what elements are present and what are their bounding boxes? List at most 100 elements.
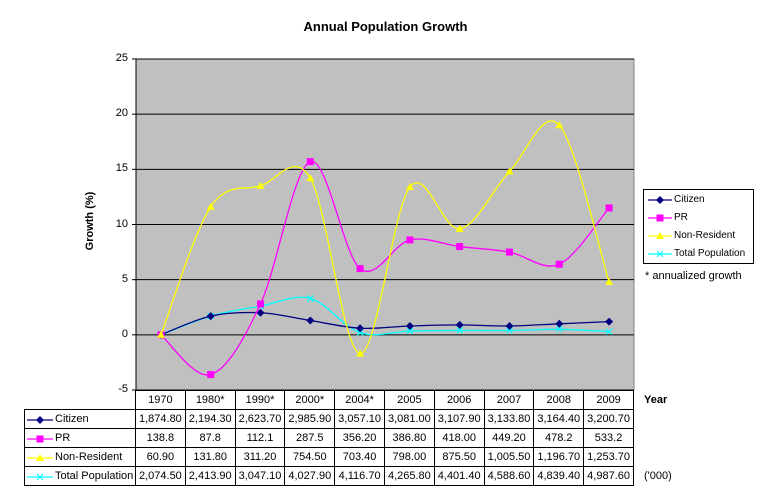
citizen-point (555, 319, 564, 328)
non-resident-point (256, 181, 265, 189)
row-header: Citizen (24, 409, 136, 429)
series-key-icon (27, 454, 53, 461)
pr-point (207, 371, 215, 379)
legend-swatch (648, 250, 672, 258)
citizen-point (256, 308, 265, 317)
total-population-point (456, 326, 464, 334)
category-label: 1990* (234, 390, 286, 410)
non-resident-point (505, 167, 514, 175)
legend-label: PR (674, 212, 688, 223)
table-cell: 311.20 (234, 447, 286, 467)
table-cell: 112.1 (234, 428, 286, 448)
table-cell: 754.50 (284, 447, 336, 467)
table-cell: 4,116.70 (334, 466, 385, 486)
x-axis-label: Year (644, 394, 668, 406)
total-population-point (306, 294, 314, 302)
legend-swatch (648, 232, 672, 239)
table-row: Total Population 2,074.50 2,413.90 3,047.10… (24, 466, 634, 486)
category-label: 1970 (135, 390, 186, 410)
chart-title: Annual Population Growth (303, 19, 468, 34)
table-cell: 3,200.70 (583, 409, 634, 429)
table-cell: 1,874.80 (135, 409, 186, 429)
table-cell: 87.8 (184, 428, 236, 448)
citizen-line (160, 311, 610, 336)
total-population-point (605, 328, 613, 335)
table-cell: 3,047.10 (234, 466, 286, 486)
table-cell: 3,133.80 (483, 409, 535, 429)
table-cell: 798.00 (383, 447, 435, 467)
category-label: 2006 (433, 390, 485, 410)
legend-swatch (648, 196, 672, 204)
non-resident-point (306, 174, 315, 182)
table-cell: 2,074.50 (135, 466, 186, 486)
category-label: 2004* (334, 390, 385, 410)
table-cell: 3,107.90 (433, 409, 485, 429)
table-cell: 4,027.90 (284, 466, 336, 486)
legend-item: PR (644, 209, 753, 226)
table-cell: 4,401.40 (433, 466, 485, 486)
table-cell: 1,253.70 (583, 447, 634, 467)
table-header-row: 1970 1980* 1990* 2000* 2004* 2005 2006 2007 2008… (24, 390, 634, 410)
pr-point (506, 248, 513, 256)
unit-note: ('000) (644, 470, 672, 482)
table-cell: 131.80 (184, 447, 236, 467)
table-cell: 2,194.30 (184, 409, 236, 429)
series-key-icon (27, 435, 53, 443)
table-cell: 3,081.00 (383, 409, 435, 429)
row-header: PR (24, 428, 136, 448)
citizen-point (356, 324, 365, 333)
legend-item: Non-Resident (644, 227, 753, 244)
legend: Citizen PR Non-Resident Total Population (643, 189, 754, 264)
category-label: 2007 (483, 390, 535, 410)
citizen-point (405, 322, 414, 331)
row-header: Non-Resident (24, 447, 136, 467)
row-header: Total Population (24, 466, 136, 486)
table-cell: 2,985.90 (284, 409, 336, 429)
legend-label: Non-Resident (674, 230, 736, 241)
y-tick-label: 5 (121, 272, 128, 285)
non-resident-point (555, 121, 564, 129)
table-corner (24, 390, 136, 410)
table-cell: 533.2 (583, 428, 634, 448)
total-population-point (555, 325, 563, 333)
table-cell: 2,623.70 (234, 409, 286, 429)
category-label: 2005 (383, 390, 435, 410)
pr-point (356, 265, 364, 273)
table-cell: 703.40 (334, 447, 385, 467)
y-tick-label: 15 (115, 162, 128, 175)
citizen-point (306, 316, 315, 325)
citizen-point (505, 322, 514, 331)
table-row: PR 138.8 87.8 112.1 287.5 356.20 386.80 418.00 4… (24, 428, 634, 448)
total-population-point (406, 327, 414, 335)
pr-point (257, 300, 264, 308)
table-cell: 875.50 (433, 447, 485, 467)
row-label: Total Population (55, 470, 134, 482)
non-resident-point (356, 349, 365, 357)
series-key-icon (27, 473, 53, 481)
non-resident-point (156, 330, 165, 338)
table-cell: 386.80 (383, 428, 435, 448)
y-tick-label: 20 (115, 107, 128, 120)
total-population-point (506, 326, 513, 334)
category-label: 1980* (184, 390, 236, 410)
total-population-point (356, 329, 364, 337)
total-population-line (160, 296, 610, 336)
table-cell: 3,057.10 (334, 409, 385, 429)
table-cell: 356.20 (334, 428, 385, 448)
table-cell: 4,987.60 (583, 466, 634, 486)
table-cell: 2,413.90 (184, 466, 236, 486)
y-tick-label: 10 (115, 217, 128, 230)
table-cell: 4,839.40 (533, 466, 585, 486)
row-label: Citizen (55, 413, 89, 425)
citizen-point (605, 317, 614, 326)
row-label: Non-Resident (55, 451, 123, 463)
footnote: * annualized growth (645, 270, 742, 282)
table-cell: 1,196.70 (533, 447, 585, 467)
table-cell: 4,588.60 (483, 466, 535, 486)
table-cell: 3,164.40 (533, 409, 585, 429)
legend-item: Citizen (644, 191, 753, 208)
table-cell: 1,005.50 (483, 447, 535, 467)
citizen-point (455, 320, 464, 329)
y-tick-label: -5 (118, 383, 128, 395)
pr-point (306, 158, 314, 166)
